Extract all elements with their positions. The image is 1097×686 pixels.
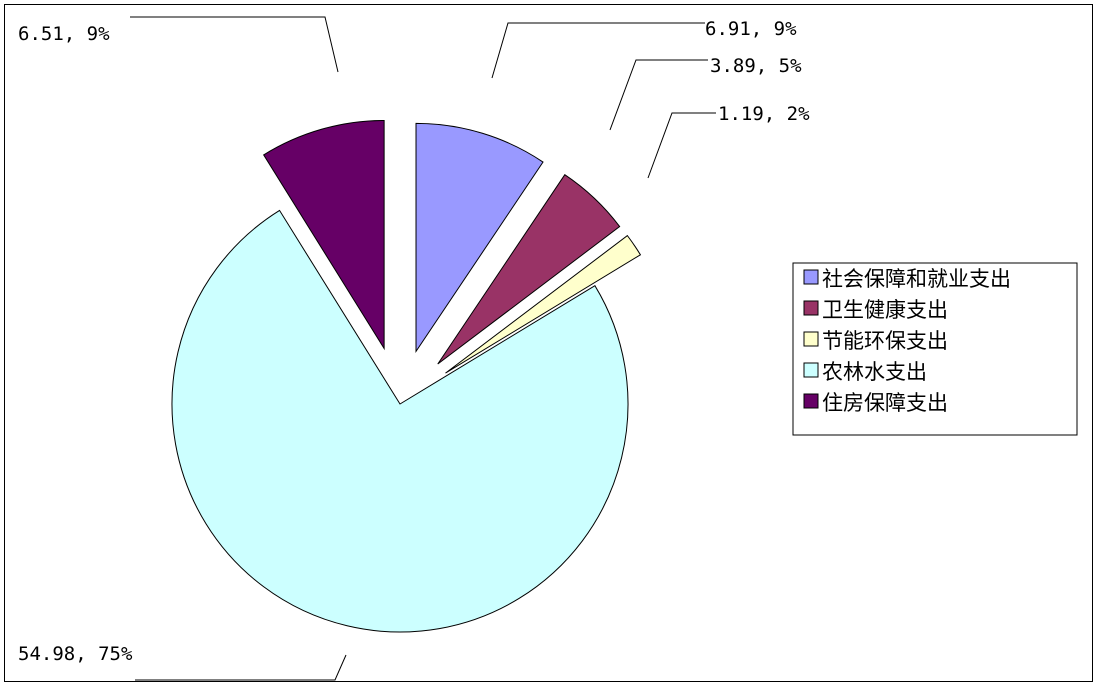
legend-swatch-5 — [803, 393, 819, 409]
data-label-4: 54.98, 75% — [18, 643, 133, 665]
legend-label-2: 卫生健康支出 — [822, 298, 948, 322]
leader-line-1 — [491, 22, 705, 79]
data-label-2: 3.89, 5% — [710, 55, 802, 77]
pie-slice-2 — [437, 173, 621, 365]
pie-slice-1 — [415, 122, 544, 354]
leader-line-3 — [647, 112, 716, 179]
pie-slice-3 — [445, 234, 642, 374]
legend-label-1: 社会保障和就业支出 — [822, 267, 1011, 291]
data-label-1: 6.91, 9% — [705, 18, 797, 40]
legend-label-4: 农林水支出 — [822, 360, 927, 384]
data-label-3: 1.19, 2% — [718, 103, 810, 125]
legend-swatch-3 — [803, 331, 819, 347]
legend-swatch-4 — [803, 362, 819, 378]
legend-swatch-1 — [803, 269, 819, 285]
leader-line-2 — [609, 59, 708, 131]
leader-line-4 — [135, 654, 347, 681]
pie-slice-4 — [171, 209, 629, 633]
legend-label-5: 住房保障支出 — [822, 391, 948, 415]
leader-line-5 — [130, 16, 339, 73]
legend-label-3: 节能环保支出 — [822, 329, 948, 353]
pie-slice-5 — [262, 119, 385, 351]
legend-swatch-2 — [803, 300, 819, 316]
data-label-5: 6.51, 9% — [18, 23, 110, 45]
